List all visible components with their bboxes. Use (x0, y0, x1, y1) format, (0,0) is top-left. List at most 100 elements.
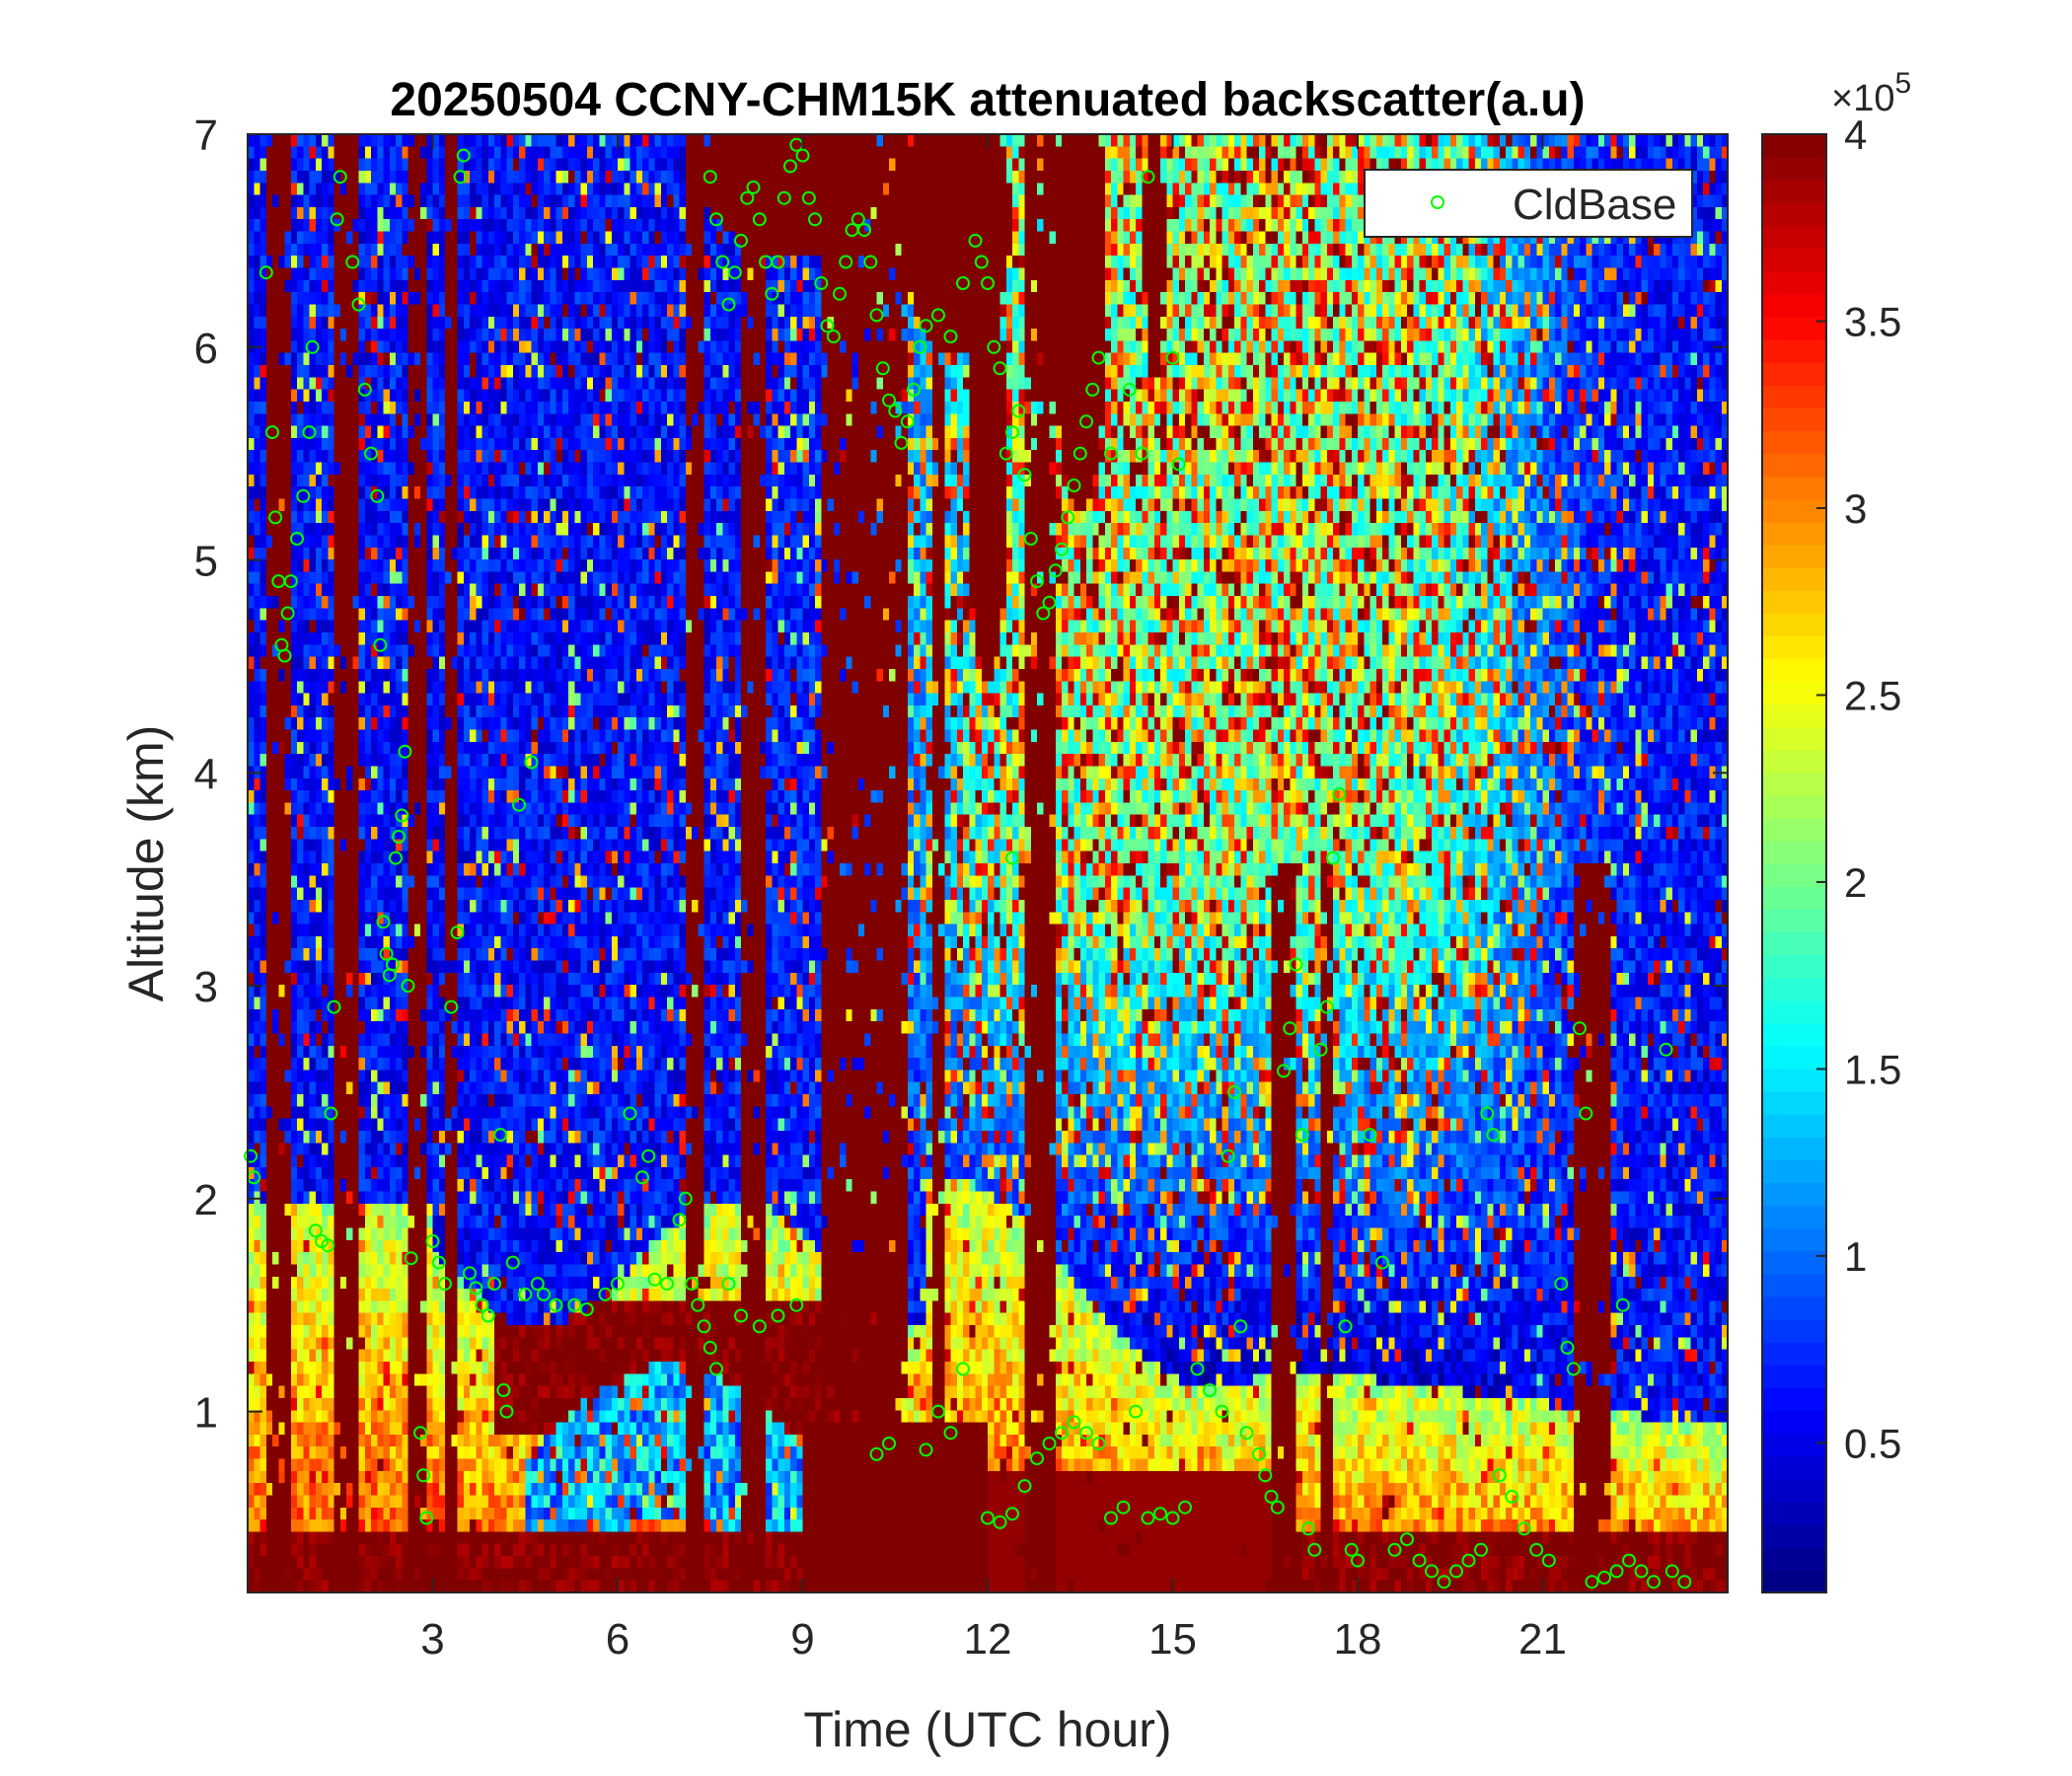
cldbase-point (1141, 1511, 1155, 1525)
colorbar-tick-label: 2 (1844, 859, 1867, 906)
cldbase-point (1171, 457, 1186, 472)
colorbar-step (1762, 931, 1826, 956)
x-tick-label: 21 (1518, 1615, 1567, 1664)
colorbar-step (1762, 1478, 1826, 1503)
colorbar-step (1762, 658, 1826, 683)
cldbase-point (771, 1308, 785, 1323)
cldbase-point (1048, 563, 1063, 578)
colorbar-step (1762, 954, 1826, 979)
cldbase-point (678, 1191, 693, 1206)
cldbase-point (379, 946, 394, 961)
cldbase-point (882, 1437, 896, 1450)
cldbase-point (765, 286, 779, 301)
cldbase-point (579, 1302, 594, 1316)
colorbar-step (1762, 1433, 1826, 1457)
cldbase-point (345, 255, 360, 269)
cldbase-point (425, 1234, 440, 1248)
cldbase-point (907, 382, 921, 397)
cldbase-point (919, 319, 933, 333)
cldbase-point (416, 1468, 431, 1483)
cldbase-point (1387, 1542, 1402, 1557)
x-tick-label: 15 (1148, 1615, 1197, 1664)
cldbase-point (1005, 1507, 1019, 1521)
cldbase-point (1659, 1042, 1673, 1057)
colorbar-step (1762, 1546, 1826, 1571)
cldbase-point (530, 1277, 545, 1292)
cldbase-point (1067, 479, 1081, 492)
cldbase-point (308, 1223, 323, 1238)
cldbase-point (1579, 1106, 1593, 1121)
cldbase-point (444, 999, 459, 1014)
cldbase-point (413, 1426, 427, 1441)
cldbase-point (913, 339, 927, 354)
x-tick-label: 18 (1334, 1615, 1382, 1664)
cldbase-point (296, 488, 311, 503)
cldbase-point (1412, 1553, 1427, 1568)
cldbase-point (1135, 446, 1149, 461)
cldbase-point (373, 637, 388, 652)
x-tick-label: 3 (420, 1615, 444, 1664)
colorbar-step (1762, 180, 1826, 204)
colorbar-step (1762, 635, 1826, 659)
colorbar-step (1762, 1365, 1826, 1388)
colorbar-step (1762, 999, 1826, 1024)
cldbase-point (456, 148, 471, 163)
cldbase-point (463, 1266, 477, 1281)
cldbase-point (493, 1128, 508, 1143)
colorbar-gradient (1762, 134, 1826, 1593)
cldbase-point (1541, 1553, 1556, 1568)
y-tick-label: 3 (194, 963, 218, 1011)
cldbase-point (703, 170, 717, 185)
cldbase-point (1492, 1468, 1507, 1483)
cldbase-point (795, 148, 810, 163)
cldbase-point (771, 255, 785, 269)
cldbase-point (1165, 350, 1180, 365)
y-tick-label: 1 (194, 1389, 218, 1438)
cldbase-point (777, 190, 791, 205)
cldbase-point (469, 1281, 483, 1295)
cldbase-point (283, 574, 298, 589)
cldbase-point (752, 1319, 767, 1334)
cldbase-point (1375, 1255, 1389, 1270)
colorbar-step (1762, 1250, 1826, 1275)
cldbase-point (1104, 446, 1118, 461)
colorbar-step (1762, 1341, 1826, 1366)
legend-label-cldbase: CldBase (1513, 181, 1676, 229)
cldbase-point (1425, 1564, 1439, 1579)
cldbase-point (1079, 414, 1093, 429)
cldbase-point (1634, 1564, 1649, 1579)
cldbase-point (1061, 510, 1075, 525)
cldbase-point (1165, 1511, 1180, 1525)
colorbar-step (1762, 1182, 1826, 1207)
colorbar-step (1762, 1295, 1826, 1320)
cldbase-point (869, 1446, 884, 1461)
colorbar-step (1762, 566, 1826, 591)
cldbase-point (1295, 1128, 1309, 1143)
cldbase-point (302, 425, 317, 440)
colorbar-step (1762, 407, 1826, 432)
cldbase-point (919, 1443, 933, 1457)
cldbase-point (265, 425, 279, 440)
colorbar-tick-label: 4 (1844, 111, 1867, 158)
cldbase-point (740, 190, 755, 205)
cldbase-point (981, 276, 995, 290)
colorbar-step (1762, 909, 1826, 933)
heatmap-image (248, 134, 1728, 1592)
x-axis: 3 6 9 12 15 18 21 (420, 134, 1567, 1664)
colorbar-step (1762, 338, 1826, 363)
colorbar-step (1762, 544, 1826, 568)
cldbase-point (259, 265, 273, 280)
cldbase-point (672, 1213, 687, 1227)
chart-title: 20250504 CCNY-CHM15K attenuated backscat… (390, 74, 1585, 126)
cldbase-point (1017, 1479, 1032, 1494)
cldbase-point (1301, 1521, 1315, 1536)
y-tick-label: 7 (194, 111, 218, 160)
cldbase-point (524, 755, 539, 770)
cldbase-point (1005, 851, 1019, 865)
cldbase-point (537, 1287, 551, 1301)
cldbase-point (1573, 1021, 1587, 1036)
cldbase-point (549, 1297, 563, 1312)
cldbase-point (1665, 1564, 1679, 1579)
cldbase-point (1449, 1564, 1463, 1579)
colorbar-step (1762, 1318, 1826, 1343)
